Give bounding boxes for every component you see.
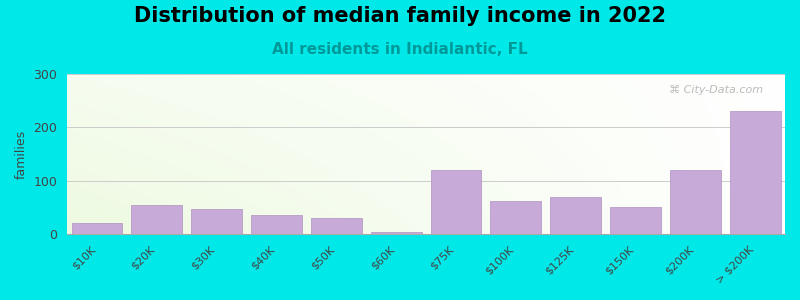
Bar — [72, 224, 122, 234]
Text: All residents in Indialantic, FL: All residents in Indialantic, FL — [272, 42, 528, 57]
Bar — [191, 209, 242, 234]
Bar — [670, 170, 721, 234]
Bar — [370, 232, 422, 234]
Bar — [251, 215, 302, 234]
Text: ⌘ City-Data.com: ⌘ City-Data.com — [670, 85, 763, 95]
Text: Distribution of median family income in 2022: Distribution of median family income in … — [134, 6, 666, 26]
Bar — [730, 111, 781, 234]
Y-axis label: families: families — [15, 130, 28, 179]
Bar — [490, 201, 542, 234]
Bar — [311, 218, 362, 234]
Bar — [550, 197, 601, 234]
Bar — [131, 205, 182, 234]
Bar — [610, 208, 661, 234]
Bar — [430, 170, 482, 234]
